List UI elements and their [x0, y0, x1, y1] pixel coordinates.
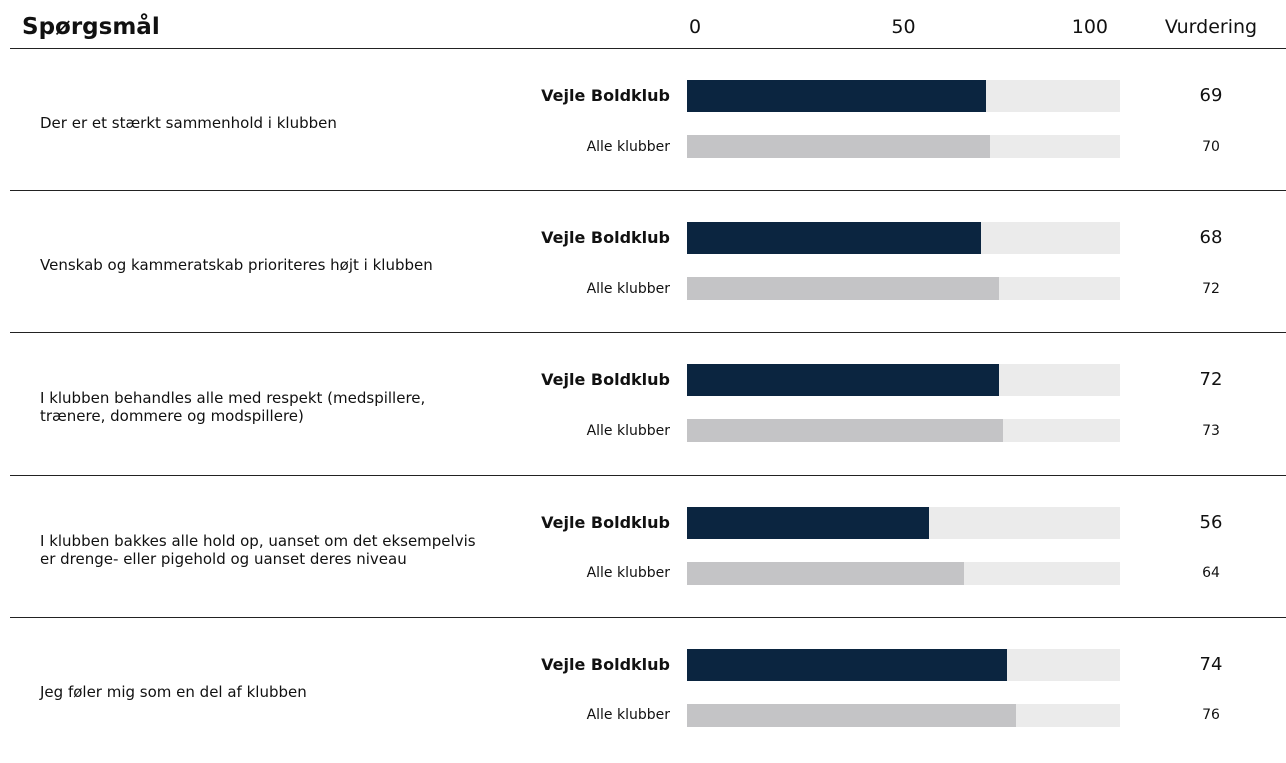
value-label: 72 — [1202, 280, 1220, 297]
series-label: Alle klubber — [586, 565, 670, 582]
question-text: I klubben bakkes alle hold op, uanset om… — [40, 531, 476, 568]
row-separator — [10, 190, 1286, 192]
series-label: Alle klubber — [586, 422, 670, 439]
value-header: Vurdering — [1164, 16, 1258, 38]
x-tick-label: 100 — [1071, 16, 1108, 38]
series-label: Vejle Boldklub — [541, 654, 670, 674]
value-label: 74 — [1199, 653, 1223, 675]
question-text: Der er et stærkt sammenhold i klubben — [40, 114, 337, 132]
bar — [687, 277, 999, 301]
bar — [687, 506, 930, 539]
question: Jeg føler mig som en del af klubben — [40, 621, 485, 763]
value-label: 56 — [1199, 511, 1223, 533]
chart-title: Spørgsmål — [22, 14, 160, 40]
bar — [687, 703, 1017, 727]
value-label: 69 — [1199, 85, 1223, 106]
series-label: Alle klubber — [586, 707, 670, 724]
question: I klubben behandles alle med respekt (me… — [40, 336, 485, 478]
bar — [687, 419, 1004, 443]
value-label: 76 — [1202, 707, 1220, 724]
bar — [687, 648, 1008, 681]
series-label: Vejle Boldklub — [541, 370, 670, 390]
row-separator — [10, 616, 1286, 618]
series-label: Vejle Boldklub — [541, 512, 670, 532]
question: Der er et stærkt sammenhold i klubben — [40, 52, 485, 194]
header-line — [10, 48, 1286, 49]
x-tick-label: 0 — [689, 16, 702, 38]
x-tick-label: 50 — [891, 16, 916, 38]
question: Venskab og kammeratskab prioriteres højt… — [40, 194, 485, 336]
value-label: 68 — [1199, 227, 1223, 249]
value-label: 64 — [1202, 565, 1220, 582]
question: I klubben bakkes alle hold op, uanset om… — [40, 479, 485, 621]
question-text: I klubben behandles alle med respekt (me… — [40, 389, 426, 426]
bar — [687, 135, 991, 158]
series-label: Alle klubber — [586, 138, 670, 155]
bar — [687, 222, 982, 255]
value-label: 73 — [1202, 422, 1220, 439]
row-separator — [10, 332, 1286, 334]
row-separator — [10, 474, 1286, 476]
question-text: Venskab og kammeratskab prioriteres højt… — [40, 256, 433, 275]
bar — [687, 364, 999, 397]
value-label: 70 — [1202, 138, 1220, 155]
question-text: Jeg føler mig som en del af klubben — [40, 682, 307, 701]
series-label: Vejle Boldklub — [541, 228, 670, 248]
series-label: Vejle Boldklub — [541, 86, 670, 105]
bar — [687, 561, 965, 585]
value-label: 72 — [1199, 369, 1223, 391]
series-label: Alle klubber — [586, 280, 670, 297]
bar — [687, 80, 986, 112]
